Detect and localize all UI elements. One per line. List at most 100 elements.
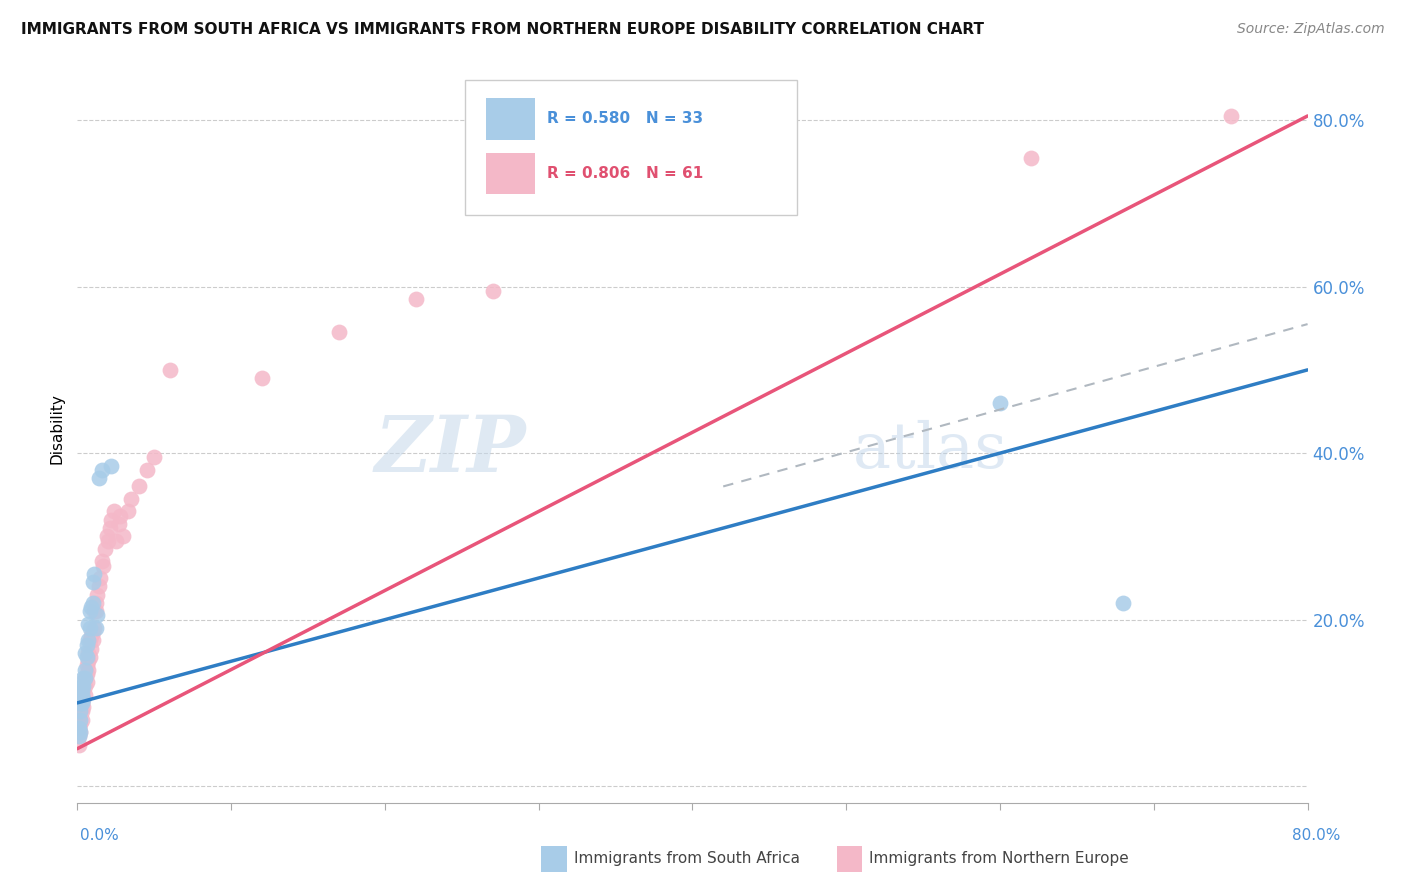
Text: 0.0%: 0.0% — [80, 829, 120, 843]
Point — [83, 604, 105, 618]
Point — [76, 658, 98, 673]
Text: Source: ZipAtlas.com: Source: ZipAtlas.com — [1237, 22, 1385, 37]
Point — [250, 371, 273, 385]
Point — [120, 491, 142, 506]
Point — [73, 679, 96, 693]
Point — [98, 521, 121, 535]
Point — [159, 363, 181, 377]
Point — [70, 679, 93, 693]
Point — [72, 683, 94, 698]
Point — [100, 458, 122, 473]
Text: Immigrants from Northern Europe: Immigrants from Northern Europe — [869, 852, 1129, 866]
FancyBboxPatch shape — [486, 153, 536, 194]
Point — [67, 729, 90, 743]
Point — [69, 704, 91, 718]
Point — [80, 629, 103, 643]
Text: atlas: atlas — [852, 420, 1007, 481]
Point — [128, 479, 150, 493]
Point — [73, 688, 96, 702]
Point — [481, 284, 503, 298]
Point — [72, 671, 94, 685]
FancyBboxPatch shape — [465, 79, 797, 215]
Point — [328, 326, 350, 340]
Point — [84, 604, 107, 618]
Point — [89, 571, 111, 585]
Point — [77, 663, 100, 677]
Point — [80, 600, 103, 615]
Point — [69, 696, 91, 710]
Text: Immigrants from South Africa: Immigrants from South Africa — [574, 852, 800, 866]
Point — [82, 633, 104, 648]
Point — [72, 700, 94, 714]
Point — [77, 654, 100, 668]
Point — [112, 529, 135, 543]
Point — [79, 604, 101, 618]
Point — [70, 704, 93, 718]
Text: R = 0.806   N = 61: R = 0.806 N = 61 — [547, 166, 703, 181]
Point — [69, 713, 91, 727]
Point — [110, 508, 132, 523]
Point — [76, 666, 98, 681]
Point — [103, 504, 125, 518]
Point — [90, 463, 114, 477]
Point — [94, 541, 117, 556]
Text: 80.0%: 80.0% — [1292, 829, 1340, 843]
Point — [1219, 109, 1241, 123]
Point — [70, 713, 93, 727]
Point — [67, 738, 90, 752]
Y-axis label: Disability: Disability — [49, 392, 65, 464]
Point — [87, 579, 110, 593]
Point — [73, 663, 96, 677]
Point — [87, 471, 110, 485]
Point — [82, 596, 104, 610]
Point — [405, 292, 427, 306]
Point — [988, 396, 1011, 410]
Point — [86, 588, 108, 602]
Point — [67, 721, 90, 735]
Point — [104, 533, 127, 548]
Point — [69, 708, 91, 723]
Point — [84, 621, 107, 635]
Point — [100, 513, 122, 527]
Point — [73, 671, 96, 685]
Point — [69, 704, 91, 718]
FancyBboxPatch shape — [486, 98, 536, 140]
Point — [70, 696, 93, 710]
Point — [70, 688, 93, 702]
Point — [79, 633, 101, 648]
Point — [84, 596, 107, 610]
Point — [77, 616, 100, 631]
Point — [135, 463, 157, 477]
Point — [1019, 151, 1042, 165]
Point — [80, 641, 103, 656]
Point — [76, 638, 98, 652]
Point — [73, 646, 96, 660]
Point — [72, 691, 94, 706]
Text: R = 0.580   N = 33: R = 0.580 N = 33 — [547, 112, 703, 126]
Point — [77, 633, 100, 648]
Point — [67, 729, 90, 743]
Point — [72, 679, 94, 693]
Point — [79, 650, 101, 665]
Point — [96, 529, 118, 543]
Point — [90, 554, 114, 568]
Point — [82, 625, 104, 640]
Point — [83, 621, 105, 635]
Point — [117, 504, 139, 518]
Point — [69, 725, 91, 739]
Point — [86, 608, 108, 623]
Point — [97, 533, 120, 548]
Point — [70, 688, 93, 702]
Point — [82, 575, 104, 590]
Point — [79, 621, 101, 635]
Point — [69, 716, 91, 731]
Point — [72, 691, 94, 706]
Point — [1112, 596, 1135, 610]
Point — [70, 696, 93, 710]
Point — [108, 516, 131, 531]
Point — [67, 721, 90, 735]
Point — [70, 691, 93, 706]
Point — [69, 725, 91, 739]
Point — [143, 450, 166, 465]
Point — [93, 558, 115, 573]
